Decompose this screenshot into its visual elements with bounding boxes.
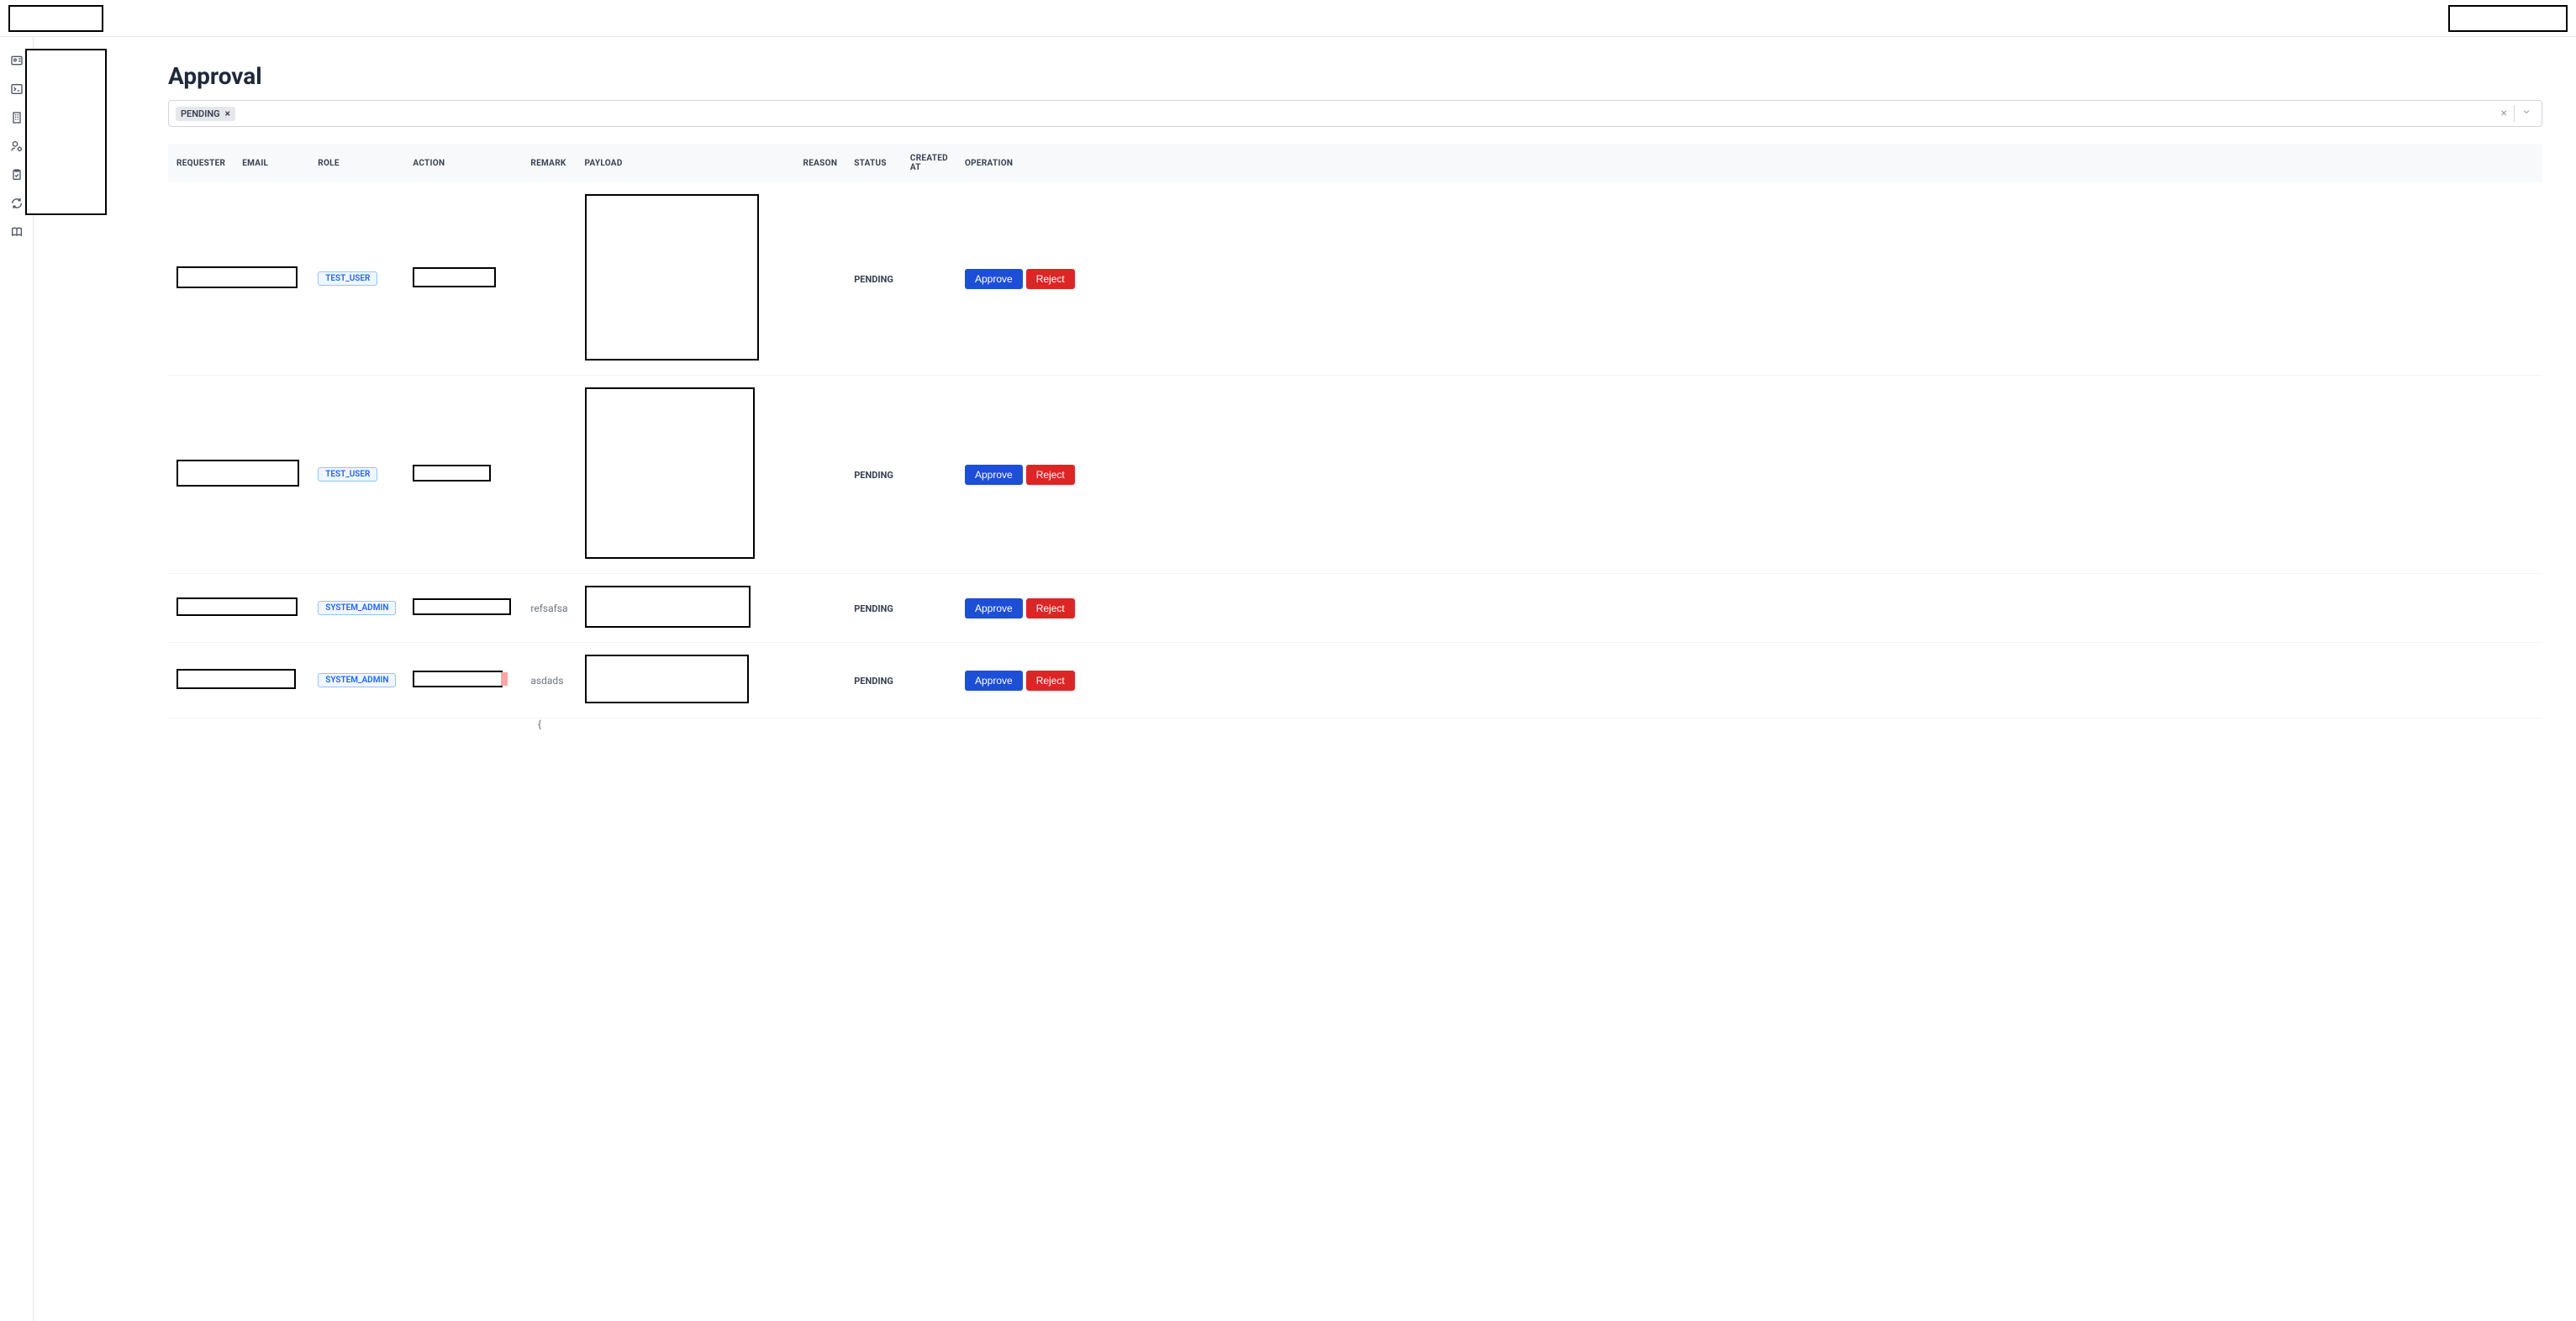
requester-placeholder xyxy=(176,266,298,288)
created-at-cell xyxy=(902,376,956,574)
header xyxy=(0,0,2576,37)
requester-placeholder xyxy=(176,669,296,689)
filter-select[interactable]: PENDING × × xyxy=(168,100,2542,127)
remove-tag-icon[interactable]: × xyxy=(225,108,230,118)
filter-tag-label: PENDING xyxy=(181,108,220,119)
table-row: SYSTEM_ADMIN asdads PENDING ApproveReject xyxy=(168,643,2542,718)
reason-cell xyxy=(795,643,846,718)
clipboard-check-icon[interactable] xyxy=(10,168,24,182)
created-at-cell xyxy=(902,574,956,643)
remark-cell: refsafsa xyxy=(522,574,576,643)
logo-placeholder xyxy=(8,5,103,32)
col-reason: REASON xyxy=(795,144,846,182)
col-created-at: CREATED AT xyxy=(902,144,956,182)
refresh-icon[interactable] xyxy=(10,197,24,210)
approve-button[interactable]: Approve xyxy=(965,598,1023,618)
action-placeholder xyxy=(413,598,511,615)
col-role: ROLE xyxy=(309,144,404,182)
reject-button[interactable]: Reject xyxy=(1026,598,1075,618)
status-badge: PENDING xyxy=(854,470,893,481)
status-badge: PENDING xyxy=(854,676,893,687)
reject-button[interactable]: Reject xyxy=(1026,671,1075,691)
id-card-icon[interactable] xyxy=(10,54,24,67)
header-right-placeholder xyxy=(2448,5,2568,32)
reason-cell xyxy=(795,376,846,574)
requester-placeholder xyxy=(176,460,299,487)
user-gear-icon[interactable] xyxy=(10,139,24,153)
action-placeholder xyxy=(413,267,496,287)
role-badge: TEST_USER xyxy=(318,271,377,286)
col-operation: OPERATION xyxy=(956,144,2542,182)
payload-placeholder xyxy=(585,586,751,628)
sidebar-flyout-placeholder xyxy=(25,49,107,215)
col-remark: REMARK xyxy=(522,144,576,182)
reject-button[interactable]: Reject xyxy=(1026,269,1075,289)
reason-cell xyxy=(795,574,846,643)
approval-table: REQUESTER EMAIL ROLE ACTION REMARK PAYLO… xyxy=(168,144,2542,718)
approve-button[interactable]: Approve xyxy=(965,269,1023,289)
created-at-cell xyxy=(902,182,956,376)
table-row: TEST_USER PENDING ApproveReject xyxy=(168,376,2542,574)
created-at-cell xyxy=(902,643,956,718)
col-payload: PAYLOAD xyxy=(577,144,795,182)
role-badge: SYSTEM_ADMIN xyxy=(318,673,396,687)
remark-cell xyxy=(522,182,576,376)
payload-placeholder xyxy=(585,194,759,361)
action-placeholder xyxy=(413,671,503,687)
filter-tag-pending: PENDING × xyxy=(176,107,235,121)
payload-placeholder xyxy=(585,655,749,703)
status-badge: PENDING xyxy=(854,603,893,614)
action-indicator-icon xyxy=(501,672,508,686)
page-title: Approval xyxy=(168,62,2542,90)
main-content: Approval PENDING × × REQUESTER EMAIL ROL… xyxy=(134,37,2576,1321)
payload-placeholder xyxy=(585,387,755,559)
status-badge: PENDING xyxy=(854,274,893,285)
reason-cell xyxy=(795,182,846,376)
requester-placeholder xyxy=(176,597,298,616)
clear-filter-icon[interactable]: × xyxy=(2494,107,2514,120)
col-action: ACTION xyxy=(404,144,522,182)
col-requester: REQUESTER xyxy=(168,144,234,182)
layout: Approval PENDING × × REQUESTER EMAIL ROL… xyxy=(0,37,2576,1321)
remark-cell: asdads xyxy=(522,643,576,718)
chevron-down-icon[interactable] xyxy=(2515,107,2535,120)
table-header-row: REQUESTER EMAIL ROLE ACTION REMARK PAYLO… xyxy=(168,144,2542,182)
col-status: STATUS xyxy=(845,144,902,182)
approve-button[interactable]: Approve xyxy=(965,465,1023,485)
book-icon[interactable] xyxy=(10,225,24,239)
role-badge: SYSTEM_ADMIN xyxy=(318,601,396,615)
col-email: EMAIL xyxy=(234,144,309,182)
action-placeholder xyxy=(413,465,491,482)
sidebar xyxy=(0,37,34,1321)
table-row: TEST_USER PENDING ApproveReject xyxy=(168,182,2542,376)
terminal-icon[interactable] xyxy=(10,82,24,96)
remark-cell xyxy=(522,376,576,574)
approve-button[interactable]: Approve xyxy=(965,671,1023,691)
building-icon[interactable] xyxy=(10,111,24,124)
reject-button[interactable]: Reject xyxy=(1026,465,1075,485)
table-row: SYSTEM_ADMIN refsafsa PENDING ApproveReject xyxy=(168,574,2542,643)
role-badge: TEST_USER xyxy=(318,467,377,482)
payload-fragment: { xyxy=(168,718,2542,730)
